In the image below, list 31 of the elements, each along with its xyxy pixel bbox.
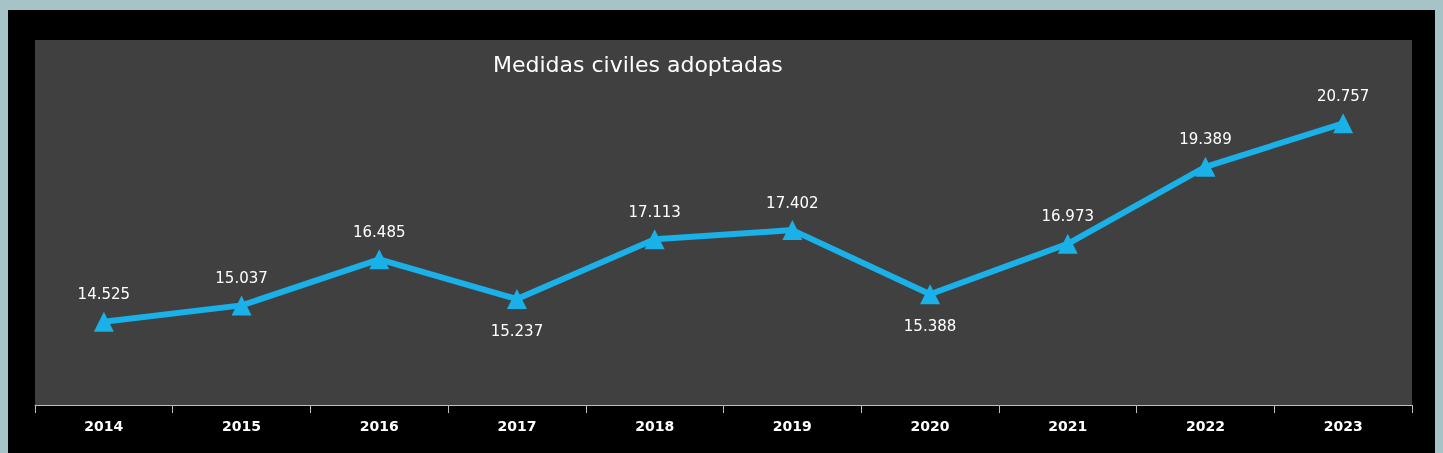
data-label: 15.037 [215, 268, 268, 287]
point [1195, 156, 1216, 177]
data-label: 15.237 [490, 321, 544, 340]
chart-title: Medidas civiles adoptadas [493, 51, 783, 77]
point [1333, 113, 1354, 134]
data-label: 16.973 [1041, 207, 1094, 226]
point [231, 295, 252, 316]
x-tick-label: 2014 [84, 418, 124, 434]
data-label: 17.402 [766, 193, 819, 212]
x-tick-label: 2021 [1048, 418, 1088, 434]
point [1057, 233, 1078, 254]
data-label: 14.525 [77, 285, 131, 304]
data-label: 20.757 [1316, 86, 1370, 105]
point [920, 284, 941, 305]
data-label: 17.113 [628, 202, 681, 221]
x-tick-label: 2023 [1323, 418, 1363, 434]
point [506, 289, 527, 310]
point [782, 220, 803, 241]
point [644, 229, 665, 250]
x-tick-label: 2016 [359, 418, 399, 434]
point [369, 249, 390, 270]
x-tick-label: 2022 [1185, 418, 1225, 434]
data-label: 15.388 [903, 316, 957, 335]
x-tick-label: 2020 [910, 418, 950, 434]
point [93, 311, 114, 332]
x-tick-label: 2017 [497, 418, 537, 434]
data-label: 19.389 [1179, 130, 1232, 149]
data-label: 16.485 [353, 222, 406, 241]
x-tick-label: 2018 [635, 418, 675, 434]
x-tick-label: 2019 [772, 418, 812, 434]
x-tick-label: 2015 [222, 418, 262, 434]
